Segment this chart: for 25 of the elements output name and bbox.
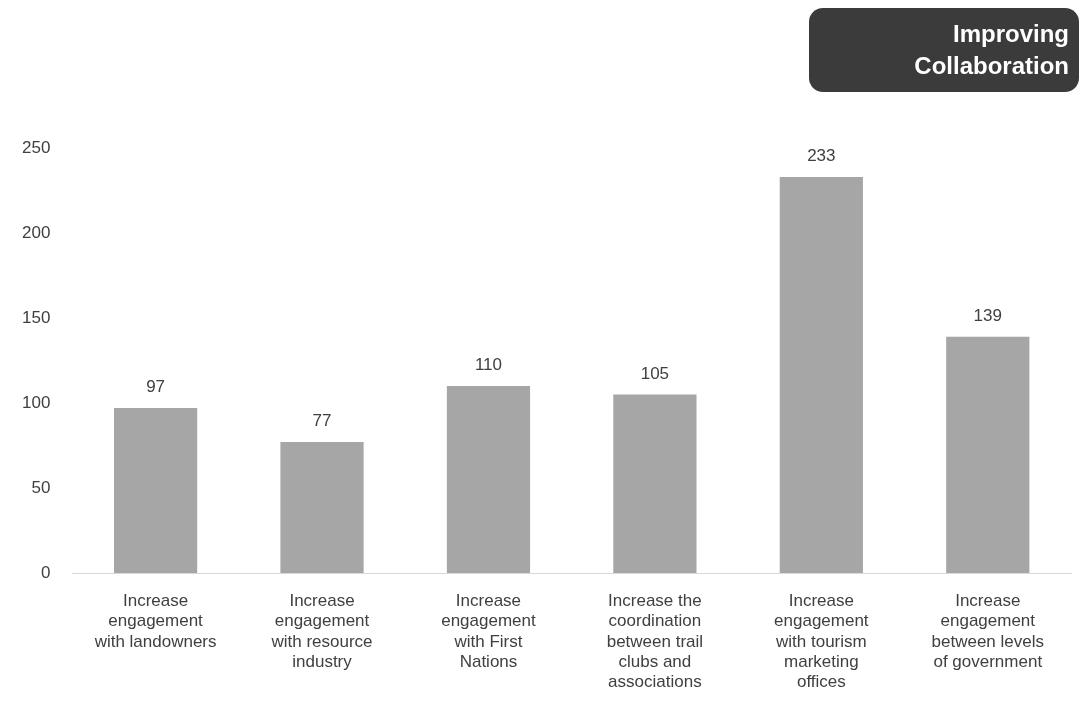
bar bbox=[779, 176, 863, 573]
x-tick-label: Increase engagement with First Nations bbox=[441, 590, 536, 672]
y-tick-label: 150 bbox=[21, 307, 51, 327]
data-label: 105 bbox=[640, 363, 670, 383]
chart-title: Improving Collaboration bbox=[809, 8, 1079, 92]
x-tick-label: Increase engagement with tourism marketing offices bbox=[774, 590, 869, 692]
y-tick-label: 0 bbox=[40, 562, 51, 582]
x-tick-label: Increase engagement with resource industry bbox=[270, 590, 373, 672]
bar bbox=[446, 386, 531, 573]
bar bbox=[613, 394, 697, 573]
x-tick-label: Increase the coordination between trail clubs and associations bbox=[606, 590, 704, 692]
data-label: 77 bbox=[312, 411, 332, 431]
y-tick-label: 250 bbox=[21, 137, 51, 157]
bar bbox=[113, 408, 198, 573]
bar bbox=[280, 442, 364, 573]
data-label: 139 bbox=[973, 305, 1002, 325]
y-tick-label: 100 bbox=[21, 392, 51, 412]
x-tick-label: Increase engagement with landowners bbox=[93, 590, 217, 651]
data-label: 233 bbox=[807, 146, 836, 166]
bar bbox=[946, 336, 1030, 573]
data-label: 110 bbox=[474, 355, 503, 375]
x-tick-label: Increase engagement between levels of government bbox=[931, 590, 1045, 672]
data-label: 97 bbox=[146, 377, 166, 397]
y-tick-label: 50 bbox=[31, 477, 51, 497]
y-tick-label: 200 bbox=[21, 222, 51, 242]
